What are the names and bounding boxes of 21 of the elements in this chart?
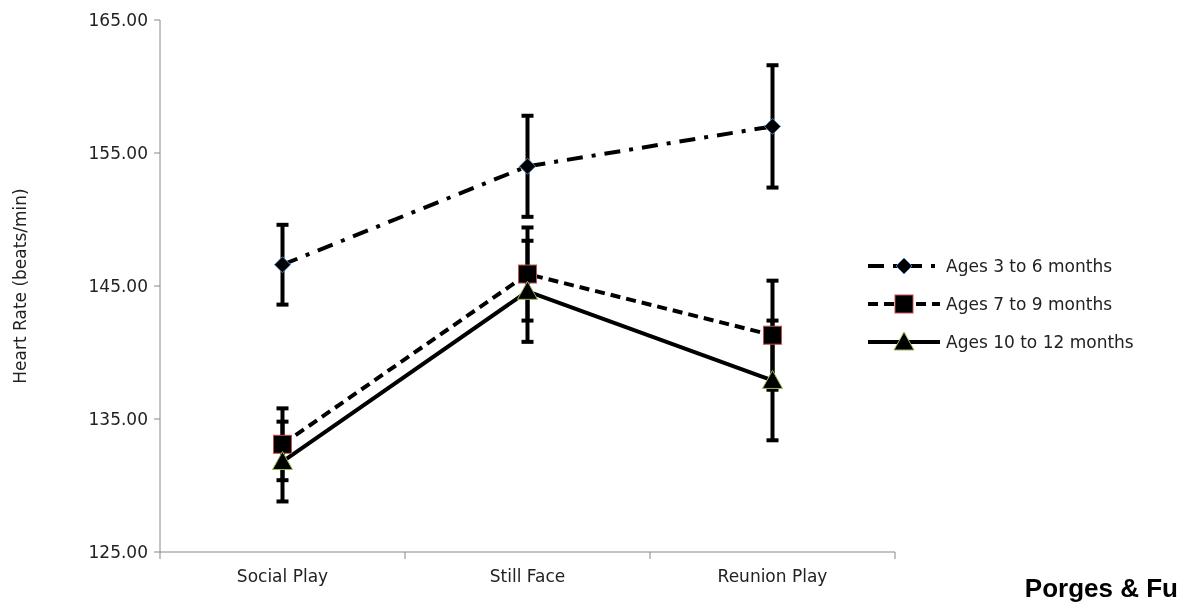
point [517, 280, 538, 300]
point [519, 157, 536, 175]
x-tick-label: Social Play [236, 566, 329, 586]
point [764, 117, 781, 135]
x-tick-label: Still Face [489, 566, 566, 586]
y-tick-label: 135.00 [88, 408, 148, 429]
y-tick-label: 125.00 [88, 541, 148, 562]
x-tick-label: Reunion Play [717, 566, 828, 586]
y-tick-label: 155.00 [88, 142, 148, 163]
legend-label: Ages 3 to 6 months [946, 255, 1113, 276]
point [763, 325, 782, 345]
legend-label: Ages 7 to 9 months [946, 293, 1113, 314]
text: Porges & Fu [1024, 573, 1178, 603]
point [518, 264, 537, 284]
y-axis-title: Heart Rate (beats/min) [10, 188, 30, 384]
legend-label: Ages 10 to 12 months [946, 331, 1134, 352]
point [272, 451, 293, 471]
y-tick-label: 145.00 [88, 275, 148, 296]
point [273, 434, 292, 454]
y-tick-label: 165.00 [88, 9, 148, 30]
point [274, 256, 291, 274]
